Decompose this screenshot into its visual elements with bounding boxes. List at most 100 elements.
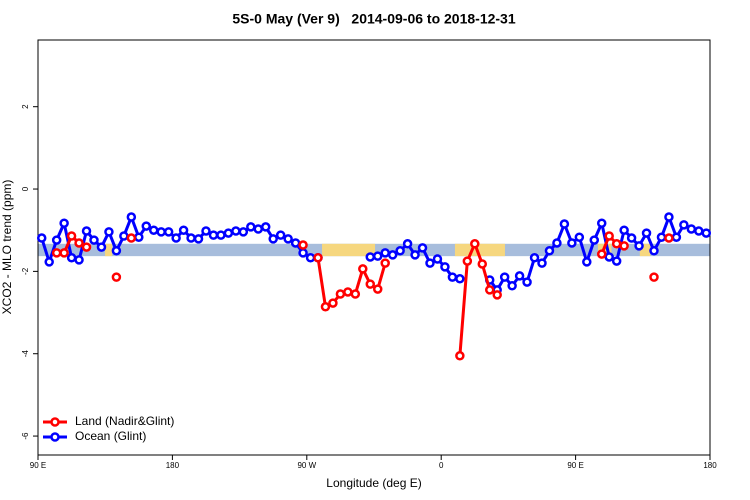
data-point: [134, 232, 144, 242]
data-point: [74, 238, 84, 248]
data-point: [231, 226, 241, 236]
data-point: [626, 233, 637, 243]
chart-title: 5S-0 May (Ver 9) 2014-09-06 to 2018-12-3…: [232, 11, 515, 27]
data-point: [365, 279, 376, 289]
data-point: [111, 246, 122, 256]
data-point: [358, 264, 368, 274]
data-point: [604, 231, 614, 241]
data-point: [372, 251, 383, 261]
legend: Land (Nadir&Glint)Ocean (Glint): [43, 414, 174, 443]
data-point: [298, 240, 308, 250]
data-point: [417, 243, 428, 253]
y-tick-label: -6: [21, 432, 30, 440]
x-tick-label: 90 W: [297, 461, 316, 470]
data-point: [223, 228, 234, 238]
data-point: [141, 221, 152, 231]
data-point: [253, 224, 264, 234]
x-tick-label: 0: [439, 461, 444, 470]
data-point: [81, 226, 92, 236]
data-point: [313, 253, 323, 263]
data-point: [290, 238, 301, 248]
data-point: [126, 233, 137, 243]
data-point: [156, 227, 166, 237]
data-point: [641, 228, 652, 238]
data-point: [343, 287, 353, 297]
legend-marker: [50, 417, 60, 427]
data-point: [619, 241, 629, 251]
data-point: [596, 249, 607, 259]
data-point: [432, 254, 443, 264]
data-point: [567, 238, 577, 248]
data-point: [66, 253, 77, 263]
data-point: [335, 289, 346, 299]
data-point: [701, 228, 712, 238]
data-point: [380, 248, 390, 258]
data-point: [544, 246, 555, 256]
land-segment: [105, 243, 113, 257]
data-point: [425, 258, 435, 268]
data-point: [402, 239, 413, 249]
x-axis-label: Longitude (deg E): [326, 476, 421, 490]
data-point: [619, 225, 629, 235]
data-point: [216, 230, 226, 240]
data-point: [44, 257, 54, 267]
data-point: [582, 257, 592, 267]
data-point: [268, 234, 278, 244]
x-tick-label: 180: [166, 461, 180, 470]
data-point: [589, 235, 600, 245]
data-point: [305, 253, 316, 263]
data-point: [193, 234, 204, 244]
plot-frame: [37, 39, 711, 456]
x-tick-label: 90 E: [567, 461, 583, 470]
data-point: [171, 233, 181, 243]
data-point: [186, 233, 196, 243]
data-point: [36, 233, 47, 243]
data-point: [522, 277, 532, 287]
data-point: [178, 225, 189, 235]
data-point: [537, 258, 547, 268]
data-point: [104, 227, 114, 237]
data-point: [492, 290, 502, 300]
data-point: [148, 225, 159, 235]
data-point: [260, 222, 271, 232]
data-point: [649, 246, 659, 256]
data-point: [81, 242, 92, 252]
legend-label: Ocean (Glint): [75, 429, 146, 443]
x-tick-label: 180: [703, 461, 717, 470]
data-point: [552, 238, 562, 248]
data-point: [66, 231, 77, 241]
data-point: [499, 272, 510, 282]
data-point: [208, 230, 219, 240]
land-segment: [639, 243, 651, 257]
data-point: [380, 258, 390, 268]
y-tick-label: 0: [21, 186, 30, 191]
data-point: [447, 272, 458, 282]
data-point: [51, 248, 62, 258]
data-point: [111, 272, 122, 282]
data-point: [283, 234, 293, 244]
data-point: [298, 248, 308, 258]
data-point: [671, 232, 682, 242]
data-point: [529, 253, 540, 263]
data-point: [51, 235, 62, 245]
series: [51, 231, 674, 361]
data-point: [596, 218, 607, 228]
data-point: [238, 227, 249, 237]
data-point: [328, 298, 338, 308]
data-point: [656, 232, 667, 242]
data-point: [664, 212, 674, 222]
data-point: [365, 252, 376, 262]
data-point: [694, 226, 704, 236]
y-axis-label: XCO2 - MLO trend (ppm): [0, 180, 14, 315]
data-point: [455, 351, 465, 361]
data-point: [686, 224, 697, 234]
y-tick-label: 2: [21, 104, 30, 109]
data-point: [350, 289, 361, 299]
land-segment: [454, 243, 505, 257]
land-segment: [322, 243, 376, 257]
data-point: [395, 246, 405, 256]
data-point: [96, 242, 107, 252]
data-point: [89, 235, 99, 245]
data-point: [59, 218, 69, 228]
